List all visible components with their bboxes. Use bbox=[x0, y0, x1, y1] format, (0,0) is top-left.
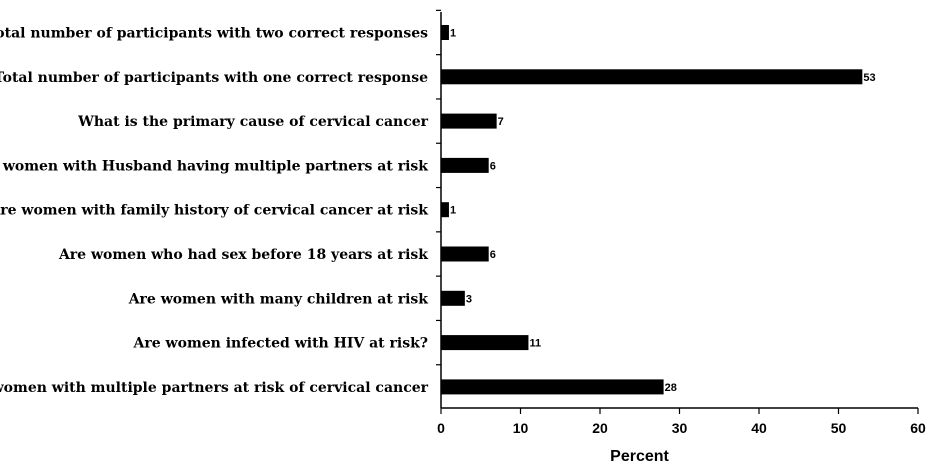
bar bbox=[441, 69, 863, 85]
bar bbox=[441, 335, 529, 351]
data-labels: 1 53 7 6 1 6 3 11 28 bbox=[450, 28, 876, 394]
data-label: 53 bbox=[863, 72, 875, 84]
data-label: 6 bbox=[490, 160, 496, 172]
bar bbox=[441, 25, 449, 40]
category-labels: Total number of participants with two co… bbox=[0, 26, 429, 396]
data-label: 1 bbox=[450, 205, 456, 217]
x-tick-label: 30 bbox=[672, 420, 688, 436]
category-label: Are women with family history of cervica… bbox=[0, 203, 428, 219]
category-label: What is the primary cause of cervical ca… bbox=[77, 114, 428, 130]
x-tick-label: 40 bbox=[751, 420, 767, 436]
data-label: 1 bbox=[450, 28, 456, 40]
x-tick-label: 20 bbox=[592, 420, 608, 436]
category-label: Total number of participants with one co… bbox=[0, 70, 428, 86]
bars-group bbox=[441, 25, 863, 395]
bar bbox=[441, 246, 489, 262]
bar bbox=[441, 202, 449, 218]
data-label: 11 bbox=[529, 338, 541, 350]
category-label: Are women with many children at risk bbox=[128, 291, 429, 307]
bar bbox=[441, 379, 664, 395]
data-label: 7 bbox=[498, 116, 504, 128]
data-label: 3 bbox=[466, 293, 472, 305]
x-tick-label: 10 bbox=[513, 420, 529, 436]
x-ticks: 0 10 20 30 40 50 60 bbox=[436, 9, 926, 436]
bar bbox=[441, 113, 497, 129]
x-tick-label: 0 bbox=[437, 420, 445, 436]
x-axis-title: Percent bbox=[610, 448, 669, 465]
x-tick-label: 60 bbox=[910, 420, 926, 436]
category-label: Are women with Husband having multiple p… bbox=[0, 158, 428, 174]
category-label: Are women who had sex before 18 years at… bbox=[58, 247, 428, 263]
bar bbox=[441, 157, 489, 173]
bar bbox=[441, 290, 465, 306]
category-label: Are women with multiple partners at risk… bbox=[0, 380, 429, 396]
x-tick-label: 50 bbox=[831, 420, 847, 436]
data-label: 6 bbox=[490, 249, 496, 261]
data-label: 28 bbox=[665, 382, 677, 394]
category-label: Total number of participants with two co… bbox=[0, 26, 428, 42]
category-label: Are women infected with HIV at risk? bbox=[133, 336, 428, 352]
